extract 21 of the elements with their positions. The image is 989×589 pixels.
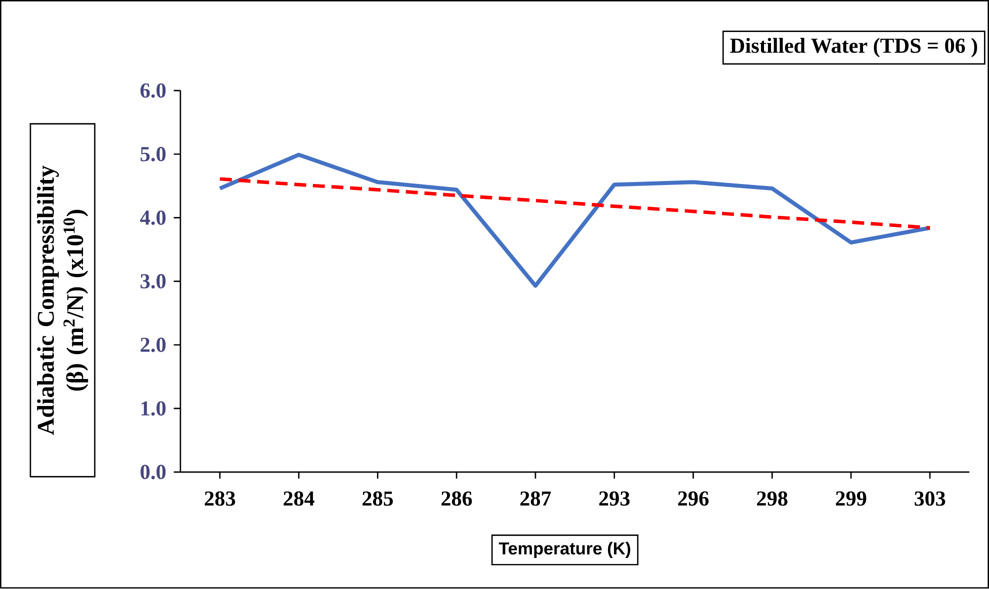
y-tick-label: 2.0 [140, 338, 166, 352]
line-series [218, 152, 932, 288]
y-tick-label: 4.0 [140, 210, 166, 226]
chart-title: Distilled Water (TDS = 06 ) [730, 38, 978, 58]
y-tick-label: 0.0 [140, 465, 166, 480]
x-tick-label: 286 [441, 492, 472, 506]
x-tick-label: 303 [914, 492, 946, 506]
x-tick-label: 287 [520, 492, 551, 506]
y-tick-label: 1.0 [141, 401, 166, 416]
x-tick-label: 296 [678, 492, 709, 506]
y-tick-label: 3.0 [140, 274, 166, 289]
x-tick-label: 283 [204, 492, 236, 506]
x-tick-label: 285 [362, 492, 393, 506]
x-tick-label: 293 [599, 492, 630, 506]
x-tick-label: 299 [836, 492, 866, 506]
x-tick-label: 298 [757, 492, 788, 506]
y-tick-label: 6.0 [140, 84, 166, 98]
x-tick-label: 284 [284, 492, 314, 506]
y-tick-label: 5.0 [140, 147, 166, 162]
x-axis-title: Temperature (K) [498, 542, 630, 558]
line-series [218, 177, 932, 230]
